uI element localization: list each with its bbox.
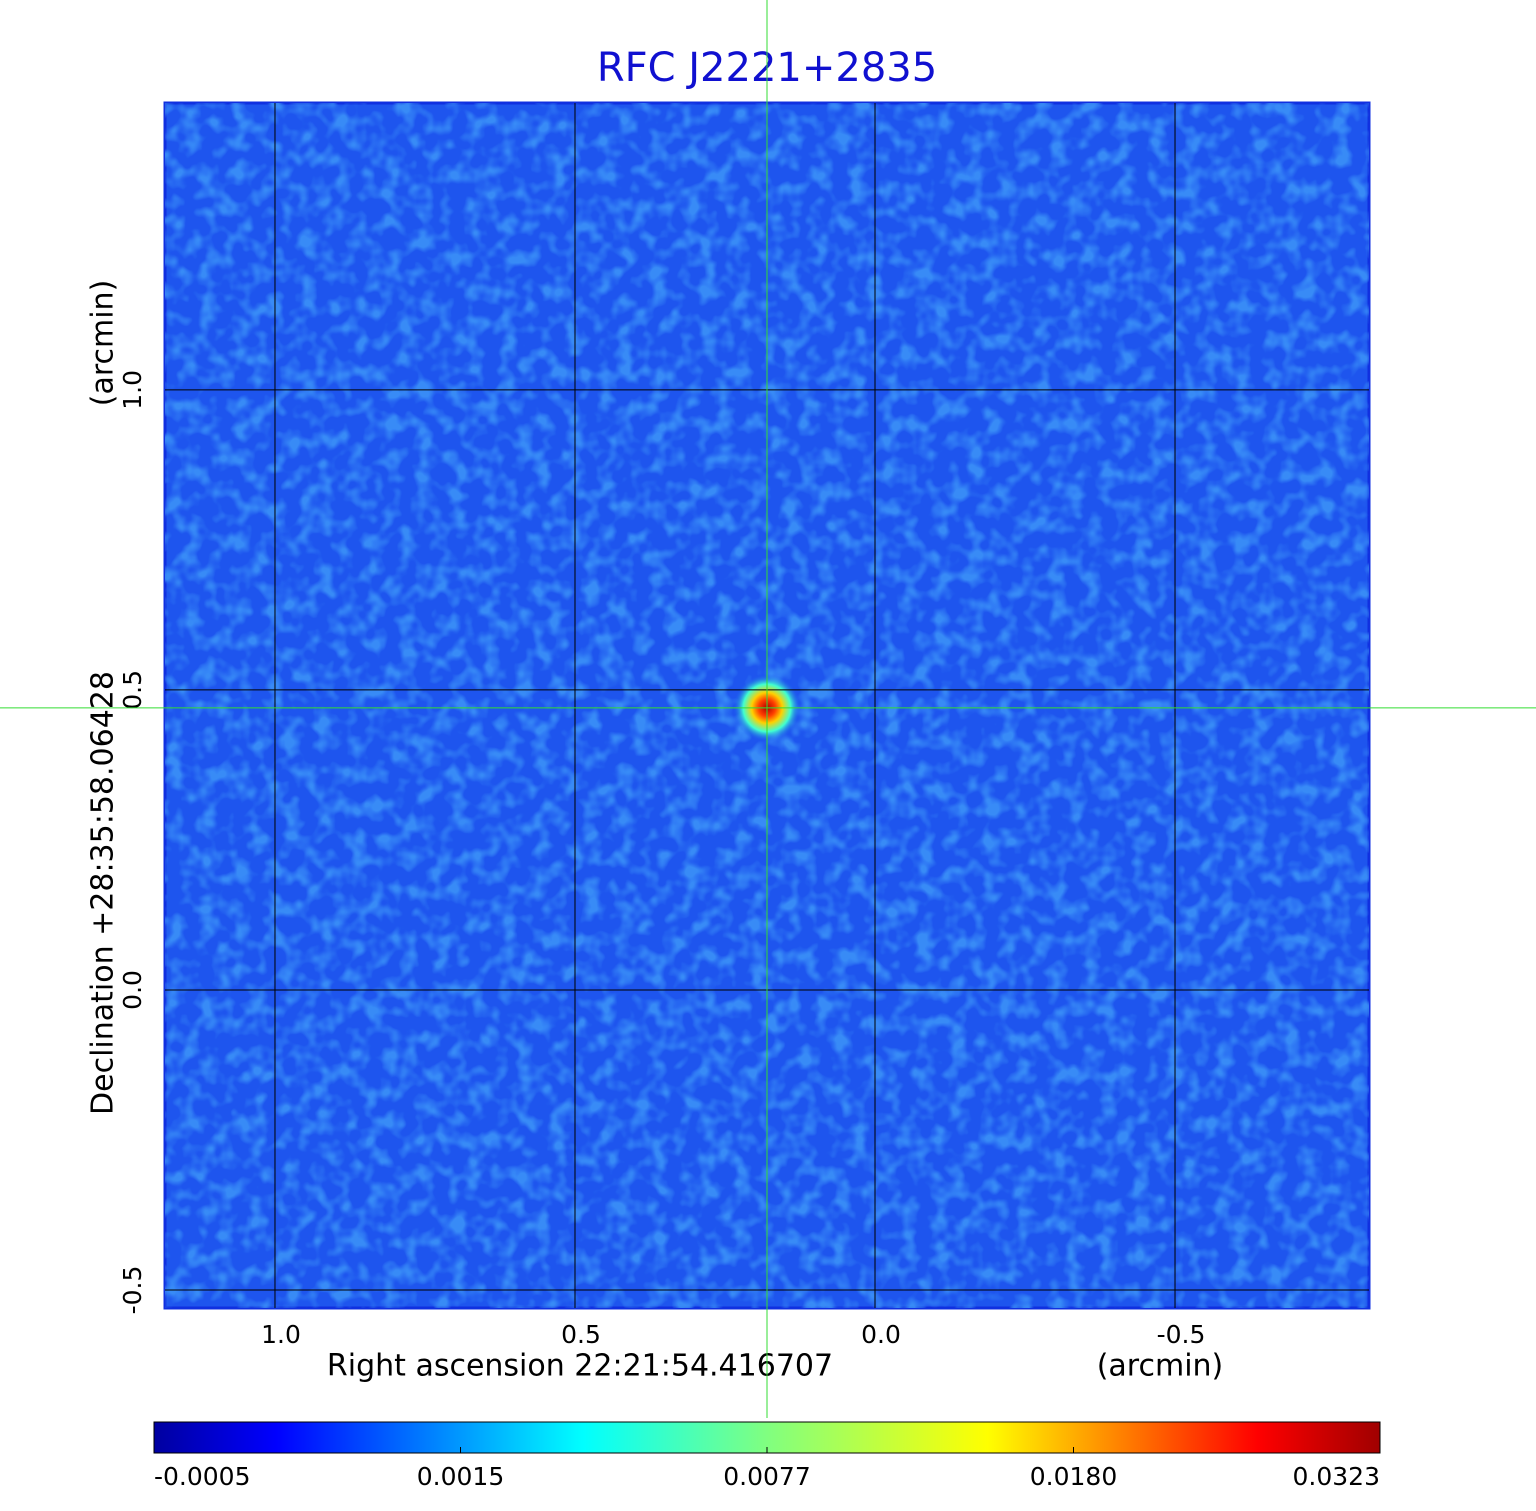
x-axis-label: Right ascension 22:21:54.416707 [327,1349,833,1384]
x-tick-label: 0.0 [861,1320,901,1349]
x-tick-label: 1.0 [261,1320,301,1349]
colorbar-tick-label: 0.0015 [417,1462,504,1491]
y-tick-label: 1.0 [118,370,147,410]
y-tick-label: -0.5 [118,1266,147,1315]
y-tick-label: 0.0 [118,970,147,1010]
x-axis-unit: (arcmin) [1097,1349,1224,1384]
colorbar-tick-label: 0.0323 [1293,1462,1380,1491]
x-tick-label: 0.5 [561,1320,601,1349]
x-tick-label: -0.5 [1157,1320,1206,1349]
colorbar-tick-label: 0.0077 [723,1462,810,1491]
colorbar-tick-label: 0.0180 [1030,1462,1117,1491]
y-axis-unit: (arcmin) [86,280,121,407]
y-axis-label: Declination +28:35:58.06428 [86,671,121,1115]
y-tick-label: 0.5 [118,670,147,710]
colorbar-tick-label: -0.0005 [154,1462,251,1491]
